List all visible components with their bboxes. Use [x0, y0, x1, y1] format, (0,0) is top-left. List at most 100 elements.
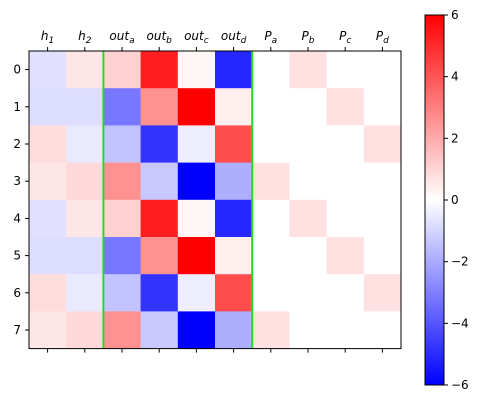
colorbar-tick-label: 2 — [451, 131, 459, 145]
heatmap-cell — [215, 237, 253, 275]
heatmap-cell — [29, 311, 67, 349]
heatmap-cell — [177, 311, 216, 349]
heatmap-cell — [66, 274, 104, 312]
heatmap-cell — [363, 274, 402, 312]
column-label: h1 — [41, 29, 54, 46]
group-separators — [102, 51, 254, 349]
heatmap-cell — [289, 51, 327, 89]
heatmap-cell — [103, 125, 141, 163]
heatmap-cell — [326, 88, 365, 126]
row-label: 6 — [13, 286, 21, 300]
heatmap-cell — [66, 237, 104, 275]
plot-frame — [28, 50, 402, 350]
heatmap-cell — [29, 199, 67, 238]
colorbar-tick-label: 6 — [451, 8, 459, 22]
heatmap-cell — [363, 125, 402, 163]
column-label: outc — [184, 29, 209, 46]
heatmap-cell — [66, 162, 104, 201]
heatmap-cell — [29, 237, 67, 275]
heatmap-cell — [252, 237, 290, 275]
heatmap-cell — [103, 88, 141, 126]
heatmap-cell — [29, 88, 67, 126]
heatmap-cell — [66, 125, 104, 163]
heatmap-cell — [140, 125, 179, 163]
heatmap-cell — [363, 162, 402, 201]
heatmap-cell — [140, 237, 179, 275]
heatmap-cell — [289, 311, 327, 349]
heatmap-cell — [140, 199, 179, 238]
column-label: Pb — [302, 29, 315, 46]
heatmap-cell — [177, 237, 216, 275]
column-label: Pd — [376, 29, 389, 46]
heatmap-cell — [29, 125, 67, 163]
heatmap-cell — [66, 88, 104, 126]
heatmap-cell — [289, 274, 327, 312]
heatmap-cell — [363, 88, 402, 126]
colorbar-tick-label: 4 — [451, 70, 459, 84]
heatmap-cell — [326, 162, 365, 201]
heatmap-cell — [326, 311, 365, 349]
heatmap-cell — [103, 311, 141, 349]
heatmap-cell — [103, 199, 141, 238]
heatmap-cell — [140, 88, 179, 126]
colorbar — [424, 14, 445, 386]
column-label: outb — [147, 29, 173, 46]
column-label: outd — [221, 29, 247, 46]
heatmap-cells — [29, 51, 402, 349]
row-label: 2 — [13, 137, 21, 151]
heatmap-cell — [103, 51, 141, 89]
heatmap-cell — [177, 51, 216, 89]
heatmap-cell — [140, 162, 179, 201]
column-label: outa — [109, 29, 134, 46]
heatmap-cell — [289, 162, 327, 201]
row-label: 0 — [13, 63, 21, 77]
row-label: 5 — [13, 249, 21, 263]
heatmap-cell — [289, 88, 327, 126]
heatmap-cell — [140, 311, 179, 349]
heatmap-cell — [326, 274, 365, 312]
column-label: Pa — [264, 29, 277, 46]
heatmap-cell — [215, 88, 253, 126]
heatmap-cell — [252, 199, 290, 238]
colorbar-tick-label: −6 — [451, 378, 469, 392]
heatmap-cell — [252, 162, 290, 201]
heatmap-cell — [289, 125, 327, 163]
heatmap-cell — [252, 88, 290, 126]
column-ticks: h1 h2 outa outb outc outd Pa Pb Pc Pd — [41, 29, 389, 353]
heatmap-cell — [66, 199, 104, 238]
heatmap-cell — [252, 311, 290, 349]
colorbar-tick-label: 0 — [451, 193, 459, 207]
row-label: 3 — [13, 174, 21, 188]
column-label: h2 — [78, 29, 92, 46]
heatmap-cell — [103, 237, 141, 275]
heatmap-cell — [29, 51, 67, 89]
heatmap-cell — [363, 51, 402, 89]
heatmap-cell — [252, 125, 290, 163]
heatmap-cell — [177, 199, 216, 238]
heatmap-cell — [326, 125, 365, 163]
heatmap-cell — [326, 237, 365, 275]
heatmap-cell — [289, 237, 327, 275]
heatmap-cell — [103, 162, 141, 201]
heatmap-cell — [215, 274, 253, 312]
colorbar-tick-label: −2 — [451, 255, 469, 269]
heatmap-cell — [66, 51, 104, 89]
heatmap-cell — [363, 311, 402, 349]
heatmap-cell — [289, 199, 327, 238]
heatmap-cell — [177, 125, 216, 163]
heatmap-cell — [140, 274, 179, 312]
heatmap-cell — [66, 311, 104, 349]
row-label: 4 — [13, 211, 21, 225]
heatmap-cell — [252, 51, 290, 89]
heatmap-cell — [177, 274, 216, 312]
heatmap-cell — [215, 311, 253, 349]
colorbar-tick-label: −4 — [451, 316, 469, 330]
heatmap-cell — [363, 199, 402, 238]
column-label: Pc — [339, 29, 351, 46]
heatmap-cell — [326, 51, 365, 89]
heatmap-cell — [177, 162, 216, 201]
heatmap-cell — [29, 162, 67, 201]
heatmap-cell — [215, 125, 253, 163]
row-label: 7 — [13, 323, 21, 337]
